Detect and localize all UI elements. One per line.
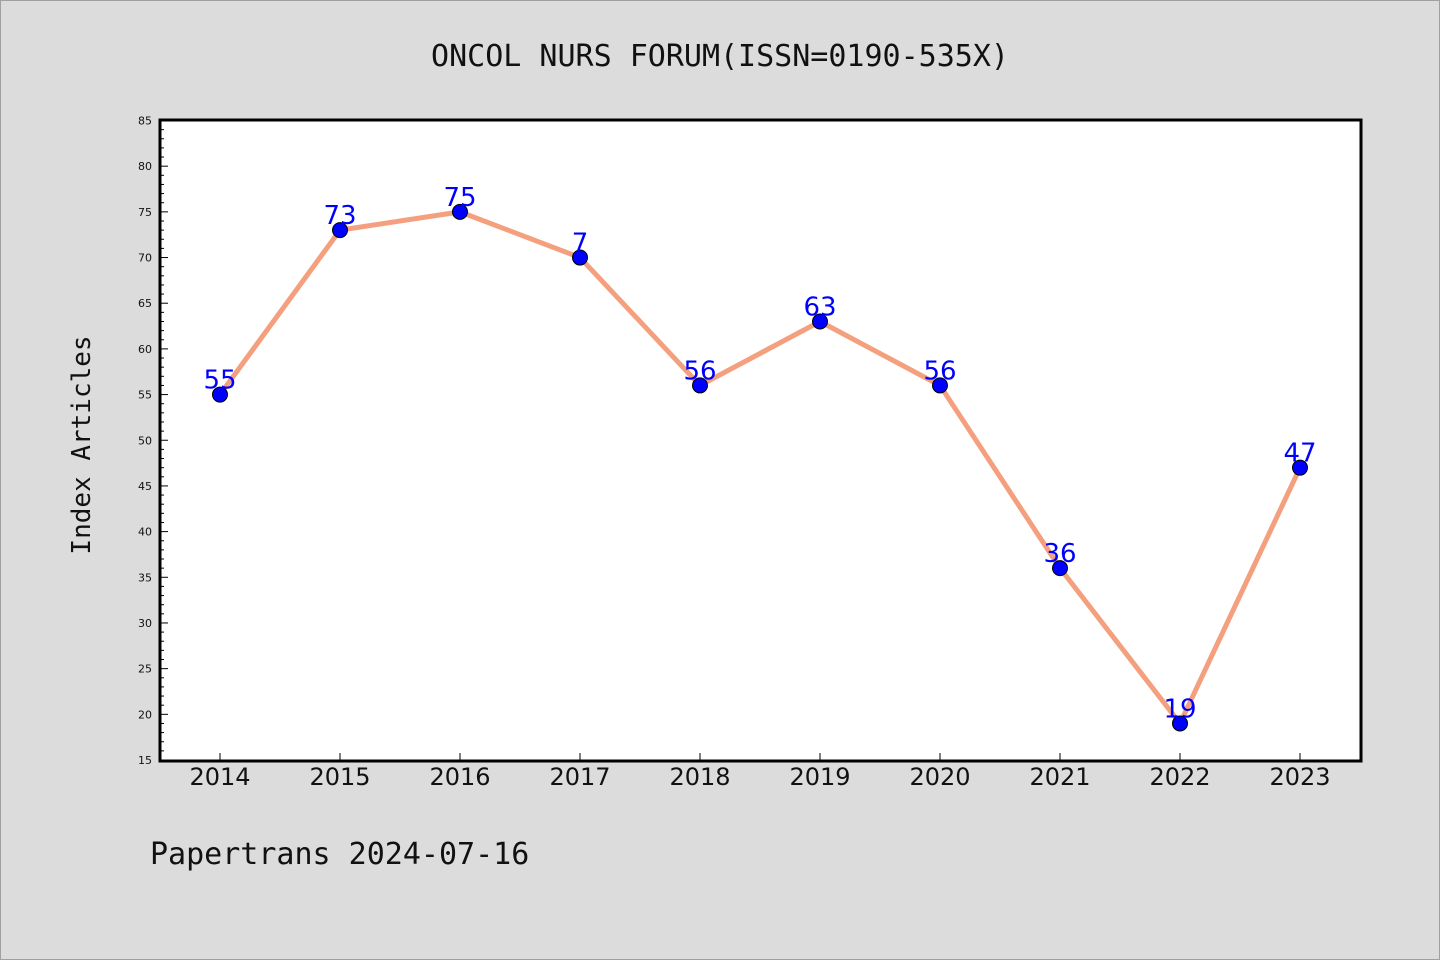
y-tick-label: 25 [138,663,152,676]
y-tick-label: 45 [138,480,152,493]
data-label: 19 [1163,694,1196,724]
y-tick-label: 55 [138,389,152,402]
y-axis-label: Index Articles [67,335,97,554]
x-axis: 2014 2015 2016 2017 2018 2019 2020 2021 2022 2023 [189,753,1331,791]
y-axis: 15 20 25 30 35 40 45 50 55 60 65 70 75 80 85 [138,115,168,767]
chart-title: ONCOL NURS FORUM(ISSN=0190-535X) [431,39,1009,74]
x-tick-label: 2021 [1029,763,1090,791]
data-point [1172,715,1188,732]
data-point [212,386,228,403]
footer-text: Papertrans 2024-07-16 [150,837,529,872]
data-label: 36 [1043,539,1076,569]
y-tick-label: 65 [138,297,152,310]
y-tick-label: 60 [138,343,152,356]
y-tick-label: 40 [138,526,152,539]
y-tick-label: 35 [138,571,152,584]
data-label: 73 [323,201,356,231]
data-point [1052,560,1068,577]
x-tick-label: 2020 [909,763,970,791]
series-line [217,209,1303,726]
y-tick-label: 75 [138,206,152,219]
data-point [812,313,828,330]
data-point [932,377,948,394]
y-tick-label: 80 [138,160,152,173]
x-tick-label: 2016 [429,763,490,791]
x-tick-label: 2018 [669,763,730,791]
x-tick-label: 2022 [1149,763,1210,791]
data-point [572,249,588,266]
x-tick-label: 2017 [549,763,610,791]
y-tick-label: 50 [138,434,152,447]
data-label: 55 [203,366,236,396]
x-tick-label: 2014 [189,763,250,791]
data-point [1292,459,1308,476]
series-line-group: 55 73 75 7 56 63 56 36 19 47 [203,183,1317,732]
y-tick-label: 85 [138,115,152,128]
data-label: 7 [572,229,589,259]
data-label: 47 [1283,439,1316,469]
data-label: 63 [803,292,836,322]
data-point [452,203,468,220]
data-label: 56 [923,356,956,386]
data-point [692,377,708,394]
data-label: 56 [683,356,716,386]
x-tick-label: 2023 [1269,763,1330,791]
y-tick-label: 70 [138,252,152,265]
data-point [332,222,348,239]
data-label: 75 [443,183,476,213]
x-tick-label: 2019 [789,763,850,791]
y-tick-label: 15 [138,754,152,767]
y-tick-label: 20 [138,708,152,721]
x-tick-label: 2015 [309,763,370,791]
y-tick-label: 30 [138,617,152,630]
